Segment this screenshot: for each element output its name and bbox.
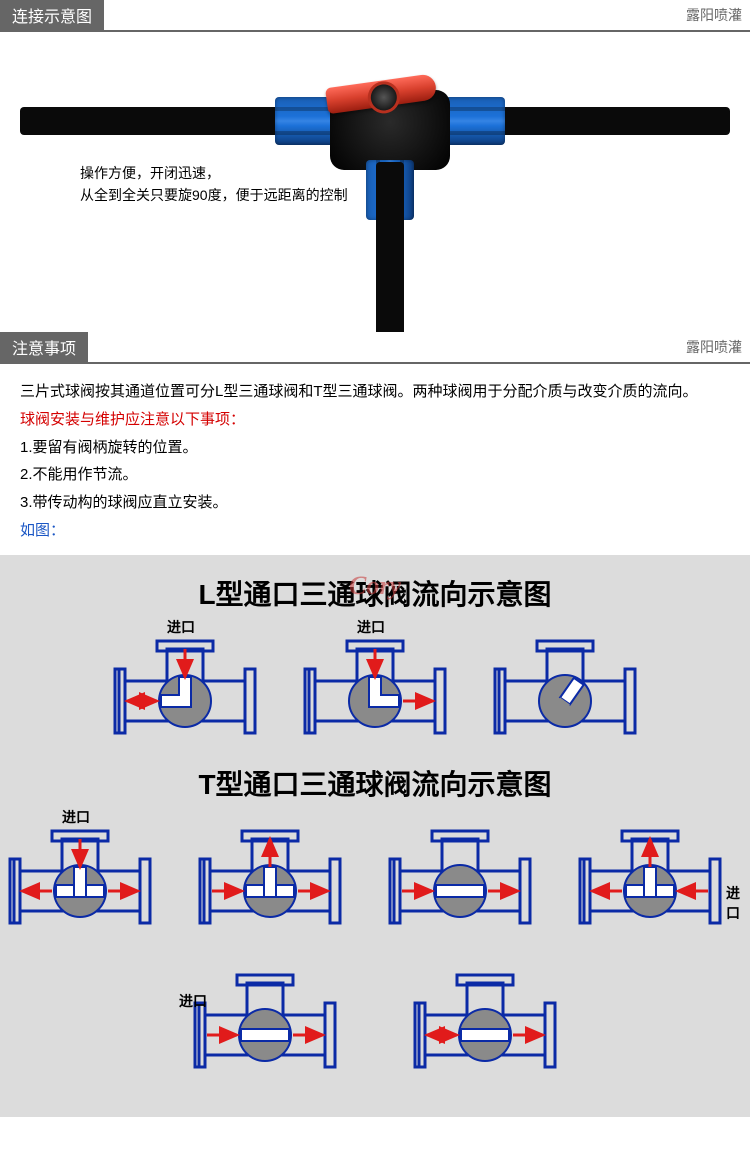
brand-label: 露阳喷灌 — [686, 5, 750, 25]
t-type-title: T型通口三通球阀流向示意图 — [0, 763, 750, 803]
valve-schematic — [185, 953, 345, 1083]
notes-item-2: 2.不能用作节流。 — [20, 461, 730, 489]
valve-diagram — [405, 953, 565, 1083]
brand-label: 露阳喷灌 — [686, 337, 750, 357]
notes-item-1: 1.要留有阀柄旋转的位置。 — [20, 434, 730, 462]
valve-diagram: 进口 — [185, 953, 345, 1083]
t-type-row-1: 进口 进口 — [0, 809, 750, 939]
valve-diagram — [380, 809, 540, 939]
valve-schematic — [105, 619, 265, 749]
section-header-notes: 注意事项 露阳喷灌 — [0, 332, 750, 364]
product-illustration: 操作方便，开闭迅速， 从全到全关只要旋90度，便于远距离的控制 — [0, 32, 750, 332]
valve-diagram — [485, 619, 645, 749]
l-type-row: 进口 进口 — [0, 619, 750, 749]
valve-diagram: 进口 — [295, 619, 455, 749]
compression-nut-left — [275, 97, 335, 145]
valve-schematic — [295, 619, 455, 749]
inlet-label: 进口 — [726, 883, 750, 923]
inlet-label: 进口 — [179, 991, 207, 1011]
notes-figref: 如图： — [20, 517, 730, 545]
inlet-label: 进口 — [167, 617, 195, 637]
notes-intro: 三片式球阀按其通道位置可分L型三通球阀和T型三通球阀。两种球阀用于分配介质与改变… — [20, 378, 730, 406]
section-header-connection: 连接示意图 露阳喷灌 — [0, 0, 750, 32]
notes-block: 三片式球阀按其通道位置可分L型三通球阀和T型三通球阀。两种球阀用于分配介质与改变… — [0, 364, 750, 555]
notes-item-3: 3.带传动构的球阀应直立安装。 — [20, 489, 730, 517]
valve-schematic — [570, 809, 730, 939]
product-caption: 操作方便，开闭迅速， 从全到全关只要旋90度，便于远距离的控制 — [80, 162, 348, 207]
compression-nut-right — [445, 97, 505, 145]
valve-schematic — [405, 953, 565, 1083]
caption-line1: 操作方便，开闭迅速， — [80, 162, 348, 184]
valve-diagram: 进口 — [0, 809, 160, 939]
t-type-row-2: 进口 — [0, 953, 750, 1083]
notes-warning: 球阀安装与维护应注意以下事项： — [20, 406, 730, 434]
l-type-title: Cory L型通口三通球阀流向示意图 — [0, 573, 750, 613]
section-title: 连接示意图 — [0, 0, 104, 31]
valve-diagram: 进口 — [570, 809, 750, 939]
valve-diagram — [190, 809, 350, 939]
pipe-vertical — [376, 162, 404, 332]
caption-line2: 从全到全关只要旋90度，便于远距离的控制 — [80, 184, 348, 206]
valve-schematic — [0, 809, 160, 939]
valve-schematic — [190, 809, 350, 939]
valve-schematic — [485, 619, 645, 749]
valve-schematic — [380, 809, 540, 939]
valve-diagram: 进口 — [105, 619, 265, 749]
diagram-area: Cory L型通口三通球阀流向示意图 进口 进口 T型通口三通球阀流向示意图 进… — [0, 555, 750, 1117]
inlet-label: 进口 — [357, 617, 385, 637]
section-title: 注意事项 — [0, 331, 88, 363]
inlet-label: 进口 — [62, 807, 90, 827]
